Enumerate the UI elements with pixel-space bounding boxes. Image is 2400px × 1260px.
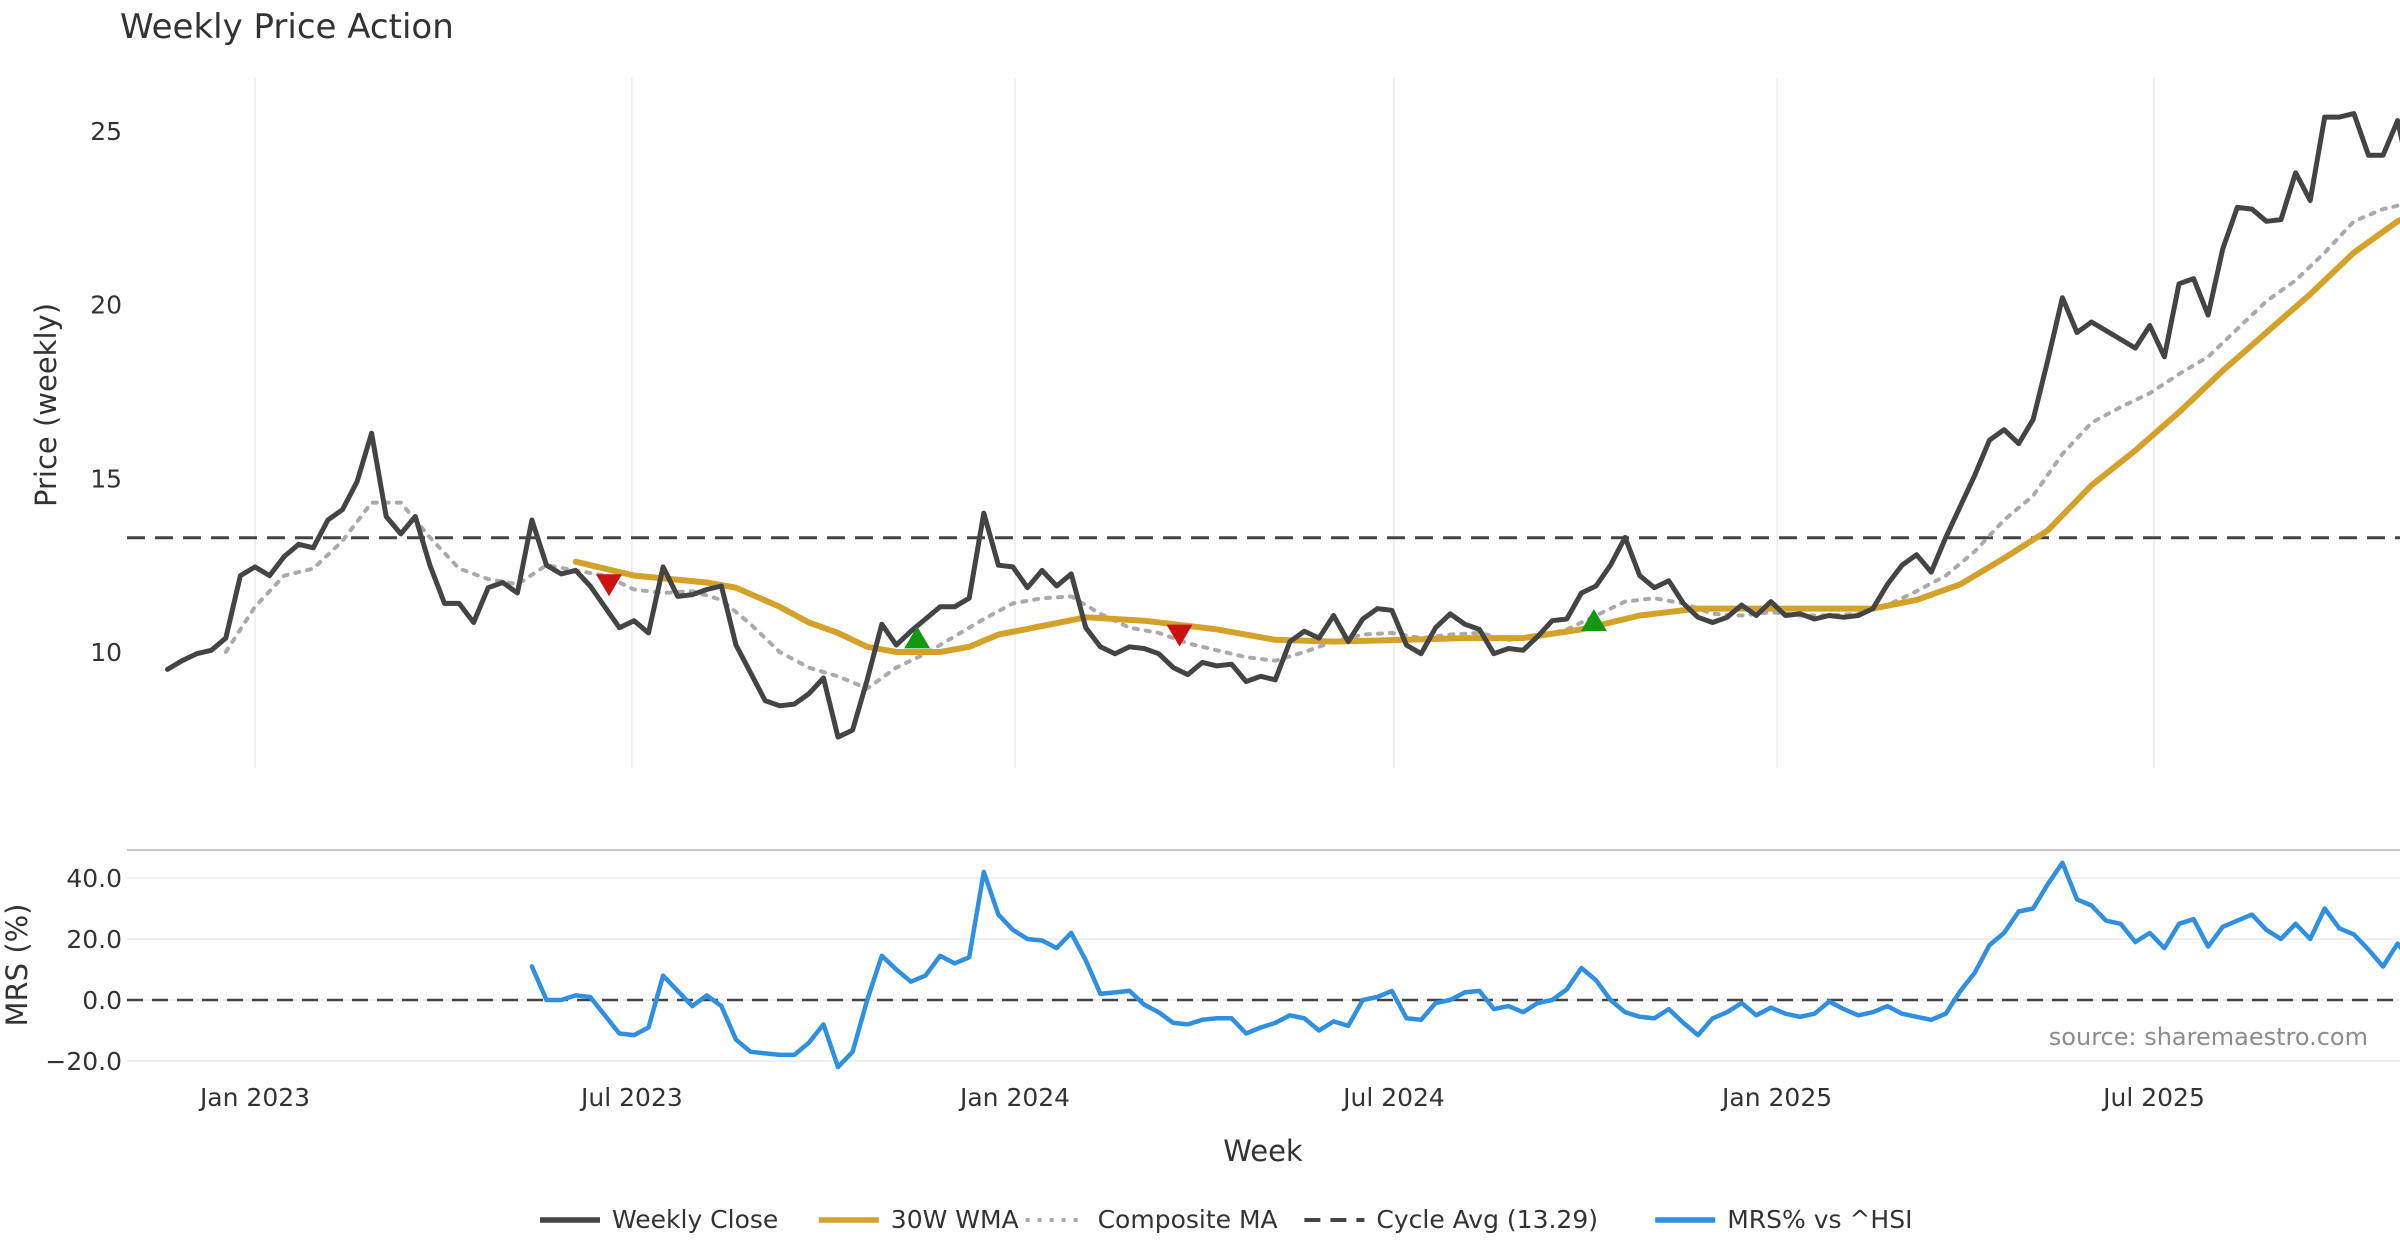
series-30w-wma: [572, 216, 2400, 655]
x-tick-label: Jan 2024: [958, 1083, 1070, 1112]
legend-label: MRS% vs ^HSI: [1727, 1205, 1912, 1234]
mrs-y-tick-label: 20.0: [66, 925, 122, 954]
price-y-tick-label: 20: [90, 291, 122, 320]
sell-signal-marker: [1166, 624, 1193, 647]
price-y-axis-title: Price (weekly): [29, 303, 63, 507]
series-mrs-vs-hsi: [529, 860, 2400, 1070]
price-y-axis: 10 15 20 25: [90, 117, 122, 667]
legend-label: Cycle Avg (13.29): [1376, 1205, 1598, 1234]
legend-item-weekly-close: Weekly Close: [540, 1205, 778, 1234]
mrs-y-tick-label: 40.0: [66, 864, 122, 893]
series-weekly-close: [165, 111, 2400, 740]
mrs-y-tick-label: −20.0: [45, 1047, 122, 1076]
x-tick-label: Jul 2025: [2101, 1083, 2205, 1112]
source-note: source: sharemaestro.com: [2049, 1023, 2368, 1051]
mrs-y-axis-title: MRS (%): [0, 904, 34, 1027]
legend-label: Weekly Close: [612, 1205, 778, 1234]
x-axis-title: Week: [1223, 1134, 1303, 1168]
price-y-tick-label: 10: [90, 638, 122, 667]
price-y-tick-label: 15: [90, 464, 122, 493]
legend-item-composite-ma: Composite MA: [1025, 1205, 1278, 1234]
legend-label: 30W WMA: [891, 1205, 1019, 1234]
mrs-y-axis: 40.0 20.0 0.0 −20.0: [45, 864, 122, 1076]
x-tick-label: Jan 2023: [198, 1083, 310, 1112]
price-series-group: [165, 111, 2400, 740]
buy-signal-marker: [904, 626, 931, 649]
x-axis: Jan 2023 Jul 2023 Jan 2024 Jul 2024 Jan 2025…: [198, 1083, 2205, 1112]
legend-item-30w-wma: 30W WMA: [818, 1205, 1019, 1234]
buy-signal-marker: [1580, 609, 1607, 632]
legend: Weekly Close 30W WMA Composite MA Cycle Avg…: [540, 1205, 1912, 1234]
legend-item-cycle-avg-13-29: Cycle Avg (13.29): [1304, 1205, 1598, 1234]
signal-markers: [595, 574, 1607, 649]
chart-title: Weekly Price Action: [120, 7, 454, 47]
series-composite-ma: [223, 203, 2400, 691]
x-tick-label: Jul 2024: [1341, 1083, 1445, 1112]
price-panel-grid: [254, 78, 2155, 768]
mrs-y-tick-label: 0.0: [82, 986, 122, 1015]
price-y-tick-label: 25: [90, 117, 122, 146]
mrs-series-group: [529, 860, 2400, 1070]
legend-item-mrs-vs-hsi: MRS% vs ^HSI: [1655, 1205, 1912, 1234]
x-tick-label: Jan 2025: [1720, 1083, 1832, 1112]
sell-signal-marker: [595, 574, 622, 597]
legend-label: Composite MA: [1098, 1205, 1278, 1234]
x-tick-label: Jul 2023: [579, 1083, 683, 1112]
